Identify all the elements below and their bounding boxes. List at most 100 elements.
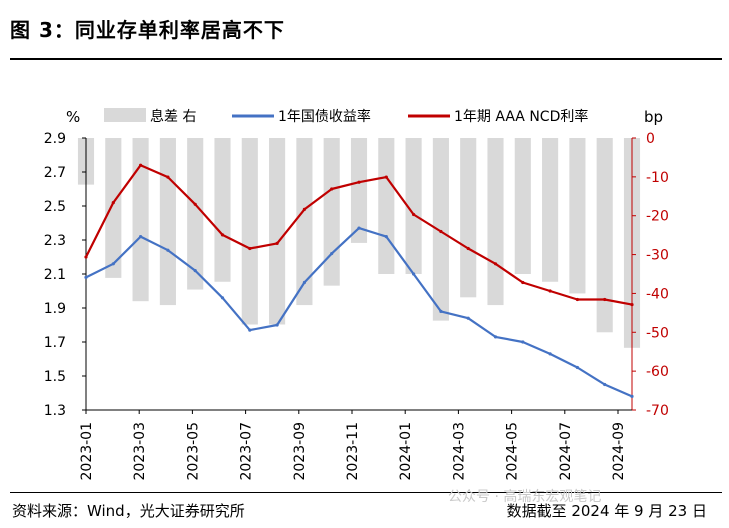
- left-axis-tick-label: 2.3: [44, 233, 66, 249]
- spread-bar: [159, 138, 176, 306]
- series-point: [248, 328, 252, 332]
- spread-bar: [350, 138, 368, 243]
- right-axis-tick-label: -50: [646, 325, 669, 341]
- footer-rule: [10, 492, 722, 493]
- legend-label-treasury: 1年国债收益率: [278, 108, 371, 125]
- spread-bar: [542, 138, 559, 282]
- x-axis-tick-label: 2024-01: [398, 422, 414, 481]
- series-point: [575, 365, 580, 370]
- series-point: [575, 297, 580, 302]
- series-point: [603, 297, 607, 302]
- legend-label-spread: 息差 右: [150, 108, 196, 125]
- series-point: [439, 309, 443, 313]
- series-point: [603, 382, 607, 387]
- figure-title: 图 3：同业存单利率居高不下: [10, 18, 285, 42]
- right-axis-tick-label: 0: [646, 131, 655, 147]
- series-point: [166, 175, 170, 179]
- series-point: [521, 340, 525, 344]
- series-lines: [84, 163, 634, 398]
- legend-label-ncd: 1年期 AAA NCD利率: [454, 108, 588, 125]
- spread-bar: [432, 138, 449, 321]
- series-point: [139, 235, 143, 239]
- right-axis-tick-label: -10: [646, 170, 669, 186]
- spread-bar: [214, 138, 231, 282]
- series-point: [493, 262, 498, 266]
- source-note: 资料来源：Wind，光大证券研究所: [12, 502, 245, 520]
- spread-bars: [77, 138, 641, 348]
- spread-bar: [105, 138, 122, 278]
- legend: 息差 右 1年国债收益率 1年期 AAA NCD利率: [104, 108, 588, 125]
- series-point: [302, 280, 306, 285]
- right-axis-tick-label: -40: [646, 286, 669, 302]
- x-axis-tick-label: 2023-01: [79, 422, 95, 481]
- right-axis-tick-label: -70: [646, 403, 669, 419]
- legend-swatch-spread: [104, 108, 146, 122]
- left-axis-tick-label: 1.3: [44, 403, 66, 419]
- left-axis-tick-label: 2.9: [44, 131, 66, 147]
- left-axis-tick-label: 1.9: [44, 301, 66, 317]
- x-axis-tick-label: 2023-09: [292, 422, 308, 481]
- series-point: [384, 235, 388, 239]
- left-axis-unit: %: [66, 108, 80, 126]
- spread-bar: [187, 138, 204, 290]
- series-point: [493, 335, 498, 339]
- spread-bar: [514, 138, 531, 274]
- series-point: [330, 252, 334, 256]
- x-axis-tick-label: 2024-03: [451, 422, 467, 481]
- x-axis-tick-label: 2023-03: [132, 422, 148, 481]
- x-axis-tick-label: 2023-05: [185, 422, 201, 481]
- spread-bar: [296, 138, 313, 306]
- series-point: [139, 163, 143, 167]
- series-point: [220, 296, 225, 300]
- series-point: [548, 289, 552, 293]
- x-axis-tick-label: 2023-11: [345, 422, 361, 481]
- right-axis-tick-label: -30: [646, 248, 669, 264]
- watermark-text: 公众号 · 高瑞东宏观笔记: [448, 489, 602, 505]
- right-axis-tick-label: -60: [646, 364, 669, 380]
- spread-bar: [241, 138, 258, 325]
- x-axis-tick-label: 2024-07: [558, 422, 574, 481]
- series-point: [111, 201, 115, 205]
- right-axis-tick-label: -20: [646, 209, 669, 225]
- series-point: [630, 303, 634, 307]
- series-point: [84, 275, 88, 279]
- left-axis-tick-label: 2.5: [44, 199, 66, 215]
- left-axis-tick-label: 2.1: [44, 267, 66, 283]
- series-point: [548, 352, 552, 356]
- series-point: [166, 248, 170, 252]
- series-point: [193, 202, 197, 206]
- series-point: [84, 255, 88, 259]
- spread-bar: [405, 138, 422, 274]
- spread-bar: [460, 138, 477, 298]
- series-point: [439, 229, 443, 234]
- spread-bar: [378, 138, 395, 274]
- x-axis-tick-label: 2023-07: [239, 422, 255, 481]
- series-point: [384, 175, 388, 179]
- series-point: [220, 233, 225, 237]
- left-axis-tick-label: 1.5: [44, 369, 66, 385]
- as-of-note: 数据截至 2024 年 9 月 23 日: [506, 502, 707, 520]
- series-point: [193, 269, 197, 273]
- title-rule: [10, 58, 722, 60]
- series-point: [302, 207, 306, 211]
- series-point: [248, 246, 252, 251]
- series-point: [330, 187, 334, 191]
- left-axis-tick-label: 2.7: [44, 165, 66, 181]
- series-point: [630, 394, 634, 398]
- spread-bar: [596, 138, 613, 333]
- spread-bar: [269, 138, 286, 325]
- series-point: [275, 323, 279, 327]
- series-point: [466, 316, 470, 320]
- series-point: [412, 272, 416, 276]
- spread-bar: [323, 138, 340, 286]
- spread-bar: [132, 138, 149, 302]
- spread-bar: [487, 138, 504, 306]
- left-axis-tick-label: 1.7: [44, 335, 66, 351]
- series-point: [357, 180, 361, 184]
- axes: 1.3 1.5 1.7 1.9 2.1 2.3 2.5 2.7 2.9% -70 -60 -50 -40…: [44, 108, 669, 481]
- right-axis-unit: bp: [644, 108, 663, 126]
- x-axis-tick-label: 2024-09: [611, 422, 627, 481]
- series-point: [521, 280, 525, 285]
- spread-bar: [569, 138, 586, 294]
